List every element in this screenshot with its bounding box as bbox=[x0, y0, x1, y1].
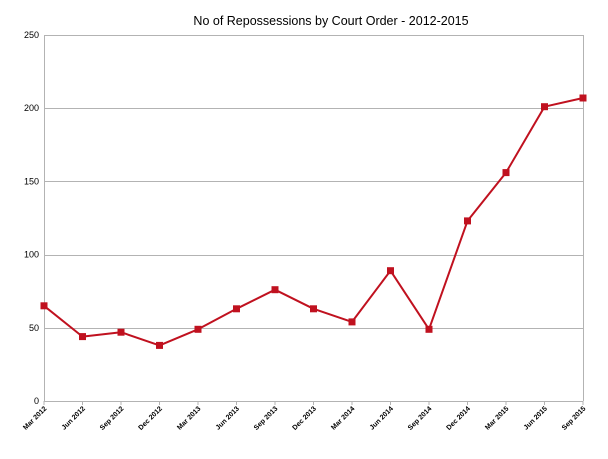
data-point bbox=[387, 267, 394, 275]
data-point bbox=[40, 302, 48, 310]
x-tick-label: Sep 2012 bbox=[99, 405, 125, 431]
data-point bbox=[117, 328, 125, 336]
x-tick-label: Dec 2014 bbox=[445, 405, 471, 431]
y-tick-label: 100 bbox=[24, 250, 39, 260]
x-tick-label: Jun 2012 bbox=[61, 405, 87, 431]
data-point bbox=[541, 103, 548, 111]
y-tick-label: 200 bbox=[24, 103, 39, 113]
data-point bbox=[79, 333, 86, 341]
y-axis: 0 50 100 150 200 250 bbox=[24, 30, 39, 406]
x-tick-label: Sep 2015 bbox=[561, 405, 587, 431]
data-point bbox=[425, 325, 433, 333]
x-tick-label: Dec 2012 bbox=[137, 405, 163, 431]
series-layer bbox=[40, 94, 587, 349]
y-tick-label: 250 bbox=[24, 30, 39, 40]
y-tick-label: 0 bbox=[34, 396, 39, 406]
data-point bbox=[271, 286, 279, 294]
data-point bbox=[464, 217, 471, 225]
data-point bbox=[156, 341, 163, 349]
gridlines bbox=[44, 35, 584, 402]
data-point bbox=[579, 94, 587, 102]
x-tick-label: Mar 2013 bbox=[176, 405, 202, 431]
data-point bbox=[194, 325, 202, 333]
x-tick-label: Sep 2013 bbox=[253, 405, 279, 431]
y-tick-label: 150 bbox=[24, 176, 39, 186]
x-tick-label: Mar 2014 bbox=[330, 405, 356, 431]
x-tick-label: Jun 2013 bbox=[215, 405, 241, 431]
data-point bbox=[233, 305, 240, 313]
x-tick-label: Sep 2014 bbox=[407, 405, 433, 431]
x-tick-label: Jun 2014 bbox=[369, 405, 395, 431]
data-point bbox=[348, 318, 356, 326]
data-point bbox=[502, 169, 510, 177]
y-tick-label: 50 bbox=[29, 323, 39, 333]
data-point bbox=[310, 305, 317, 313]
chart-title: No of Repossessions by Court Order - 201… bbox=[193, 14, 468, 28]
x-tick-label: Dec 2013 bbox=[291, 405, 317, 431]
x-tick-label: Mar 2015 bbox=[484, 405, 510, 431]
x-tick-label: Jun 2015 bbox=[523, 405, 549, 431]
x-tick-label: Mar 2012 bbox=[22, 405, 48, 431]
x-axis: Mar 2012 Jun 2012 Sep 2012 Dec 2012 Mar 2013… bbox=[22, 401, 587, 432]
